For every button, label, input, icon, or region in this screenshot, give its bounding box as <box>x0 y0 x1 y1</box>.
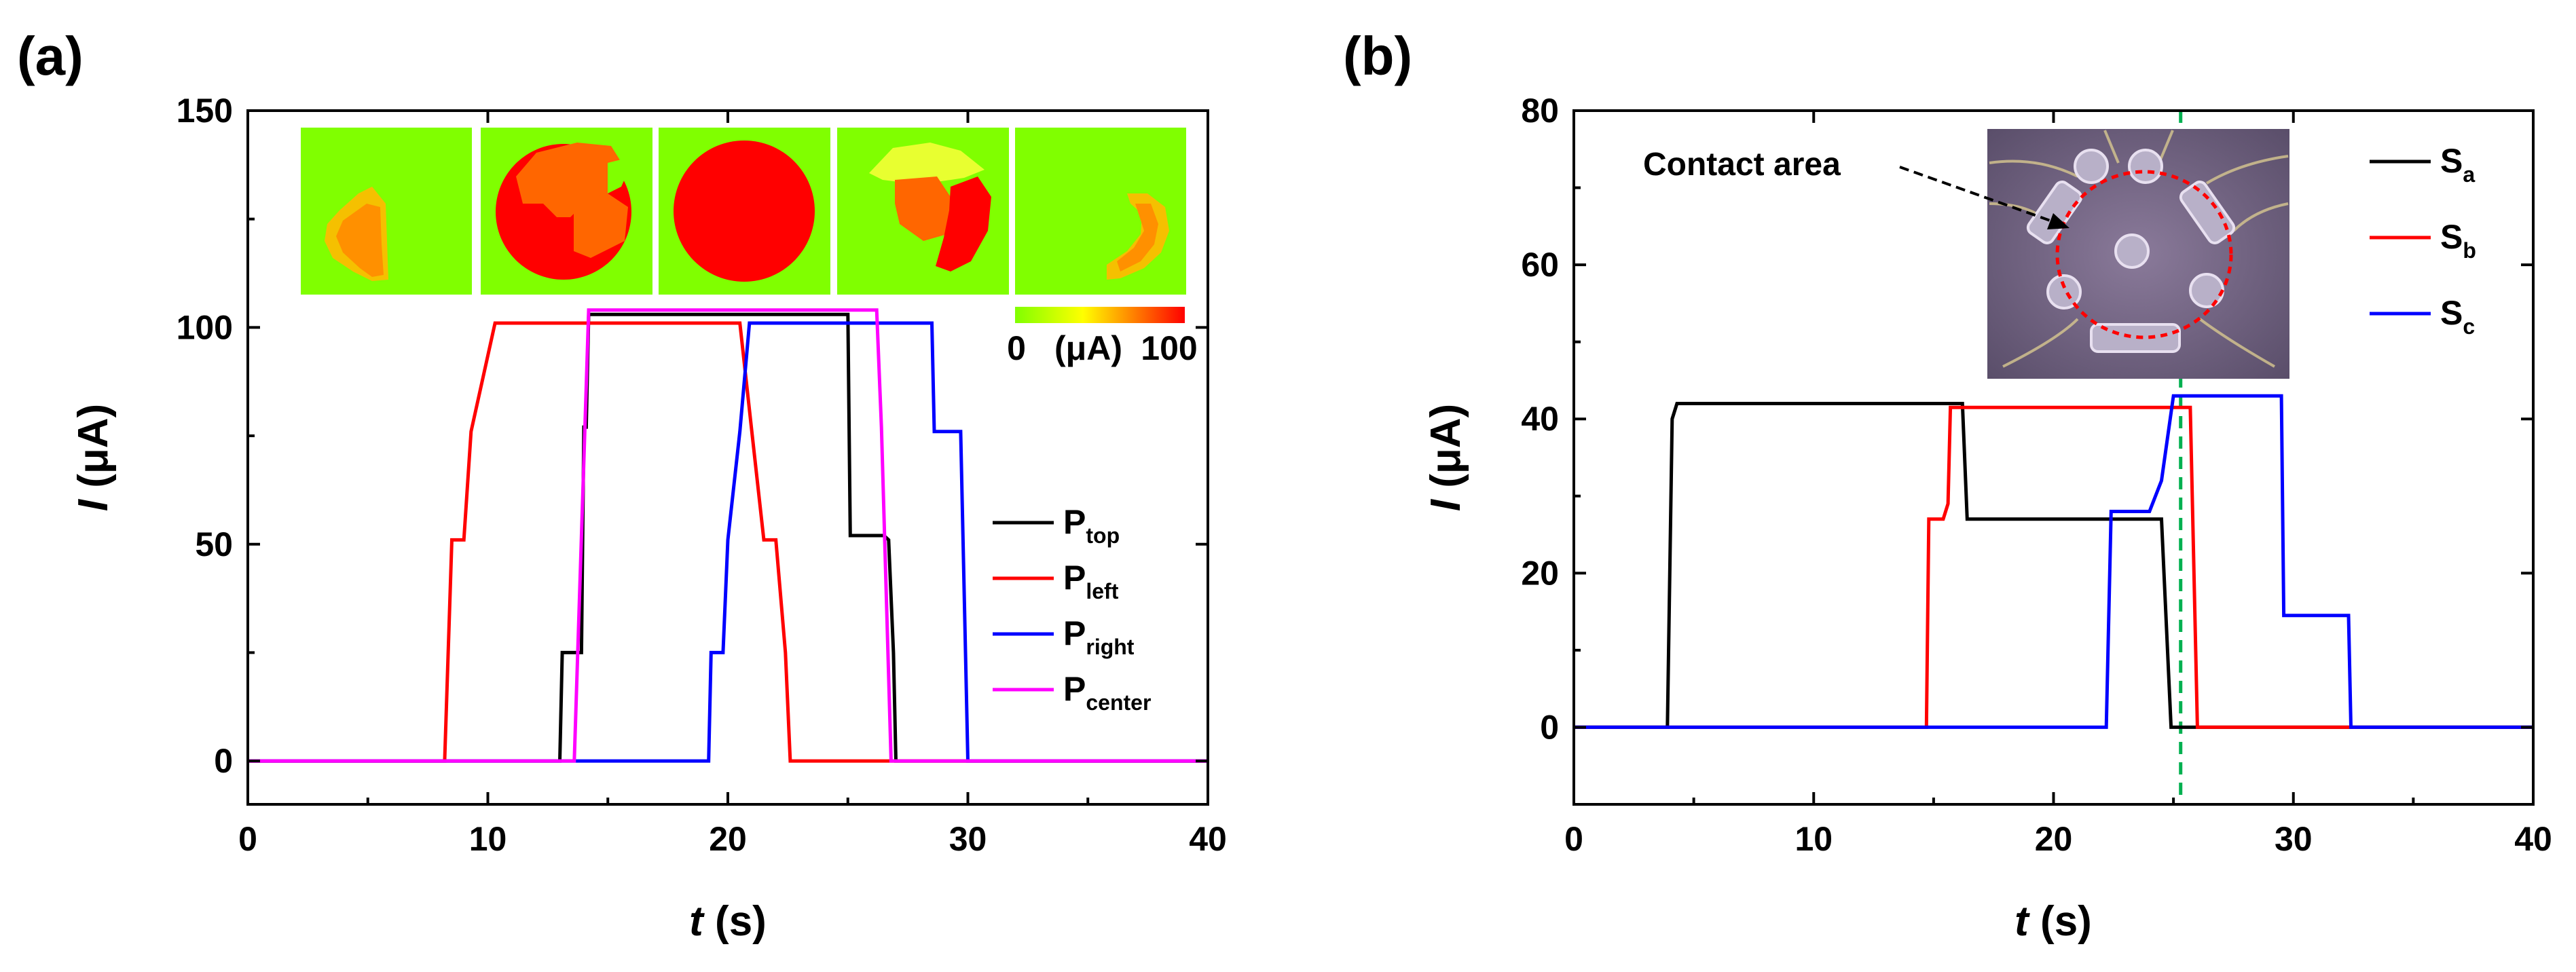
colorbar-min-label: 0 <box>1007 329 1026 367</box>
legend-item-p-right: Pright <box>993 614 1135 659</box>
y-tick-label: 150 <box>177 92 233 130</box>
panel-b-label: (b) <box>1343 26 1412 86</box>
legend-b: Sa Sb Sc <box>2370 142 2476 339</box>
y-axis-title-a: I (μA) <box>70 404 117 511</box>
legend-item-p-top: Ptop <box>993 503 1120 548</box>
y-tick-label: 40 <box>1521 400 1559 438</box>
axis-ticks-a: 0 10 20 30 40 0 50 100 150 <box>177 92 1227 858</box>
legend-label: Pright <box>1063 614 1135 659</box>
x-tick-label: 20 <box>709 820 747 858</box>
legend-item-s-b: Sb <box>2370 218 2476 263</box>
colorbar-max-label: 100 <box>1141 329 1197 367</box>
heatmap-top-pressed <box>301 128 472 295</box>
x-axis-title-a: t (s) <box>689 898 767 945</box>
series-line-s-c <box>1574 394 2533 729</box>
y-tick-label: 60 <box>1521 246 1559 284</box>
y-tick-label: 80 <box>1521 92 1559 130</box>
series-line-s-a <box>1574 402 2533 729</box>
heatmap-left-pressed <box>481 128 652 295</box>
contact-area-label: Contact area <box>1643 147 1841 183</box>
plot-area-a <box>248 308 1208 763</box>
y-tick-label: 100 <box>177 308 233 346</box>
heatmap-right-lower <box>1015 128 1186 295</box>
x-tick-label: 10 <box>469 820 507 858</box>
axis-ticks-b: 0 10 20 30 40 0 20 40 60 80 <box>1521 92 2552 858</box>
legend-item-p-left: Pleft <box>993 559 1119 603</box>
panel-a: (a) <box>17 26 1227 945</box>
legend-label: Ptop <box>1063 503 1120 548</box>
y-tick-label: 0 <box>214 742 233 780</box>
x-tick-label: 30 <box>949 820 987 858</box>
legend-a: Ptop Pleft Pright Pcenter <box>993 503 1151 715</box>
y-tick-label: 0 <box>1540 708 1559 746</box>
legend-label: Sc <box>2440 294 2475 339</box>
series-line-p-center <box>248 308 1208 763</box>
series-line-s-b <box>1574 405 2533 729</box>
y-tick-label: 20 <box>1521 554 1559 592</box>
plot-area-b <box>1574 111 2533 804</box>
panel-b: (b) <box>1343 26 2552 945</box>
colorbar: 0 (μA) 100 <box>1007 307 1198 367</box>
legend-item-s-c: Sc <box>2370 294 2475 339</box>
legend-label: Sb <box>2440 218 2476 263</box>
legend-item-s-a: Sa <box>2370 142 2475 187</box>
legend-label: Sa <box>2440 142 2475 187</box>
x-tick-label: 0 <box>1564 820 1583 858</box>
chip-photo-inset <box>1987 129 2289 379</box>
x-axis-title-b: t (s) <box>2014 898 2092 945</box>
series-line-p-right <box>248 321 1208 763</box>
y-axis-title-b: I (μA) <box>1422 404 1469 511</box>
series-line-p-top <box>248 312 1208 763</box>
y-tick-label: 50 <box>195 525 233 563</box>
x-tick-label: 30 <box>2275 820 2313 858</box>
legend-label: Pleft <box>1063 559 1119 603</box>
legend-label: Pcenter <box>1063 670 1151 715</box>
x-tick-label: 40 <box>1189 820 1227 858</box>
x-tick-label: 20 <box>2035 820 2073 858</box>
legend-item-p-center: Pcenter <box>993 670 1151 715</box>
contact-area-arrow <box>1899 166 2069 229</box>
panel-a-label: (a) <box>17 26 84 86</box>
inset-heatmaps <box>301 128 1186 295</box>
series-line-p-left <box>248 321 1208 763</box>
x-tick-label: 0 <box>238 820 257 858</box>
colorbar-unit-label: (μA) <box>1054 329 1122 367</box>
x-tick-label: 10 <box>1795 820 1833 858</box>
heatmap-right-pressed <box>837 128 1009 295</box>
heatmap-center-pressed <box>659 128 830 295</box>
x-tick-label: 40 <box>2514 820 2552 858</box>
